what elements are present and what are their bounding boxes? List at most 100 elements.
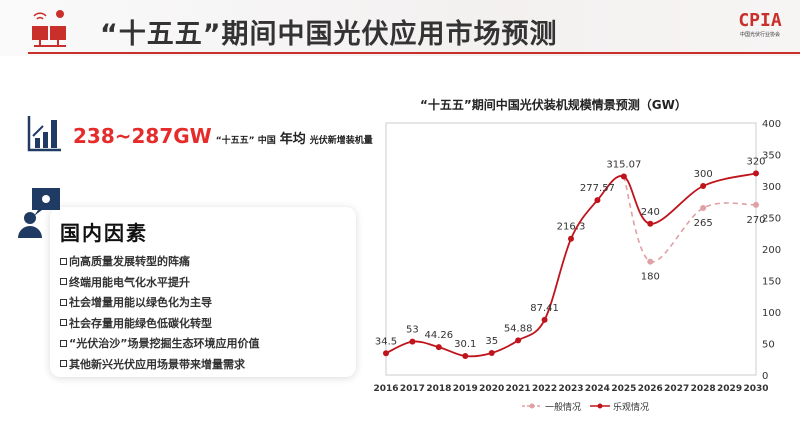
data-label: 270: [746, 215, 765, 226]
x-tick-label: 2016: [373, 384, 398, 394]
data-label: 180: [641, 272, 660, 283]
logo-subtext: 中国光伏行业协会: [739, 32, 780, 38]
domestic-factors-card: 国内因素 向高质量发展转型的阵痛 终端用能电气化水平提升 社会增量用能以绿色化为…: [50, 207, 356, 377]
x-tick-label: 2024: [585, 384, 610, 394]
data-label: 216.3: [557, 222, 586, 233]
kpi-label-annual: 年均: [279, 132, 306, 147]
data-point: [700, 183, 707, 189]
legend-label: 乐观情况: [613, 401, 649, 413]
checkbox-icon: [60, 278, 67, 286]
factor-text: 向高质量发展转型的阵痛: [69, 255, 190, 269]
data-label: 320: [746, 156, 765, 167]
factor-item: 向高质量发展转型的阵痛: [60, 251, 259, 272]
data-label: 87.41: [530, 303, 559, 314]
data-label: 53: [406, 325, 419, 336]
data-point: [753, 201, 759, 208]
data-point: [753, 170, 759, 177]
data-point: [647, 258, 654, 265]
y-tick-label: 200: [762, 245, 781, 256]
bar-chart-icon: [27, 116, 61, 152]
x-tick-label: 2022: [532, 384, 557, 394]
data-point: [515, 337, 522, 344]
factor-item: 终端用能电气化水平提升: [60, 272, 259, 293]
x-tick-label: 2029: [717, 384, 742, 394]
factor-item: “光伏治沙”场景挖掘生态环境应用价值: [60, 333, 259, 354]
legend-marker: [597, 403, 603, 409]
data-point: [620, 173, 627, 180]
checkbox-icon: [60, 339, 67, 347]
data-label: 30.1: [454, 339, 476, 350]
factor-item: 社会增量用能以绿色化为主导: [60, 292, 259, 313]
data-point: [462, 353, 469, 360]
data-label: 265: [694, 218, 713, 229]
logo-text: CPIA: [738, 10, 782, 31]
y-tick-label: 50: [762, 340, 775, 351]
data-point: [700, 205, 707, 212]
x-tick-label: 2018: [426, 384, 451, 394]
checkbox-icon: [60, 257, 67, 265]
data-label: 44.26: [425, 330, 454, 341]
checkbox-icon: [60, 298, 67, 306]
y-tick-label: 100: [762, 308, 781, 319]
kpi-block: 238~287GW “十五五” 中国 年均 光伏新增装机量: [73, 124, 373, 148]
y-tick-label: 150: [762, 277, 781, 288]
y-tick-label: 350: [762, 151, 781, 162]
data-point: [409, 338, 416, 345]
data-point: [647, 220, 654, 227]
data-point: [541, 316, 548, 323]
y-tick-label: 250: [762, 214, 781, 225]
kpi-label-metric: 光伏新增装机量: [309, 136, 373, 146]
data-point: [383, 350, 389, 357]
x-tick-label: 2026: [638, 384, 663, 394]
person-idea-icon: [18, 188, 60, 238]
x-tick-label: 2021: [506, 384, 531, 394]
data-label: 34.5: [375, 336, 397, 347]
series-line-optimistic: [385, 172, 757, 358]
x-tick-label: 2019: [453, 384, 478, 394]
checkbox-icon: [60, 360, 67, 368]
data-point: [568, 235, 574, 242]
header: [0, 0, 800, 56]
data-label: 35: [485, 336, 498, 347]
factors-title: 国内因素: [60, 221, 148, 245]
y-tick-label: 300: [762, 182, 781, 193]
checkbox-icon: [60, 319, 67, 327]
chart-title: “十五五”期间中国光伏装机规模情景预测（GW）: [420, 98, 687, 112]
data-point: [435, 344, 442, 351]
header-divider: [28, 52, 800, 54]
x-tick-label: 2017: [400, 384, 425, 394]
solar-panel-icon: [32, 10, 66, 47]
legend-marker: [529, 403, 535, 409]
factor-item: 其他新兴光伏应用场景带来增量需求: [60, 354, 259, 375]
factor-text: 其他新兴光伏应用场景带来增量需求: [69, 357, 245, 371]
plot-frame: [385, 122, 757, 376]
factors-list: 向高质量发展转型的阵痛 终端用能电气化水平提升 社会增量用能以绿色化为主导 社会…: [60, 251, 259, 374]
x-tick-label: 2027: [664, 384, 689, 394]
x-tick-label: 2025: [611, 384, 636, 394]
data-label: 54.88: [504, 323, 533, 334]
kpi-label-period: “十五五” 中国: [215, 136, 276, 146]
factor-text: “光伏治沙”场景挖掘生态环境应用价值: [69, 337, 260, 351]
y-tick-label: 400: [762, 119, 781, 130]
page-title: “十五五”期间中国光伏应用市场预测: [100, 19, 558, 50]
data-label: 240: [641, 207, 660, 218]
x-tick-label: 2023: [558, 384, 583, 394]
factor-text: 社会存量用能绿色低碳化转型: [69, 316, 212, 330]
data-label: 315.07: [606, 160, 641, 171]
x-tick-label: 2028: [691, 384, 716, 394]
data-label: 300: [694, 169, 713, 180]
data-label: 277.57: [580, 183, 615, 194]
x-tick-label: 2030: [743, 384, 768, 394]
kpi-value: 238~287GW: [73, 124, 212, 148]
factor-text: 社会增量用能以绿色化为主导: [69, 296, 212, 310]
data-point: [488, 349, 495, 356]
cpia-logo: CPIA 中国光伏行业协会: [730, 10, 790, 38]
factor-text: 终端用能电气化水平提升: [69, 275, 190, 289]
data-point: [594, 197, 601, 204]
series-line-general: [623, 176, 757, 263]
legend-label: 一般情况: [545, 401, 581, 413]
y-tick-label: 0: [762, 371, 768, 382]
x-tick-label: 2020: [479, 384, 504, 394]
factor-item: 社会存量用能绿色低碳化转型: [60, 313, 259, 334]
